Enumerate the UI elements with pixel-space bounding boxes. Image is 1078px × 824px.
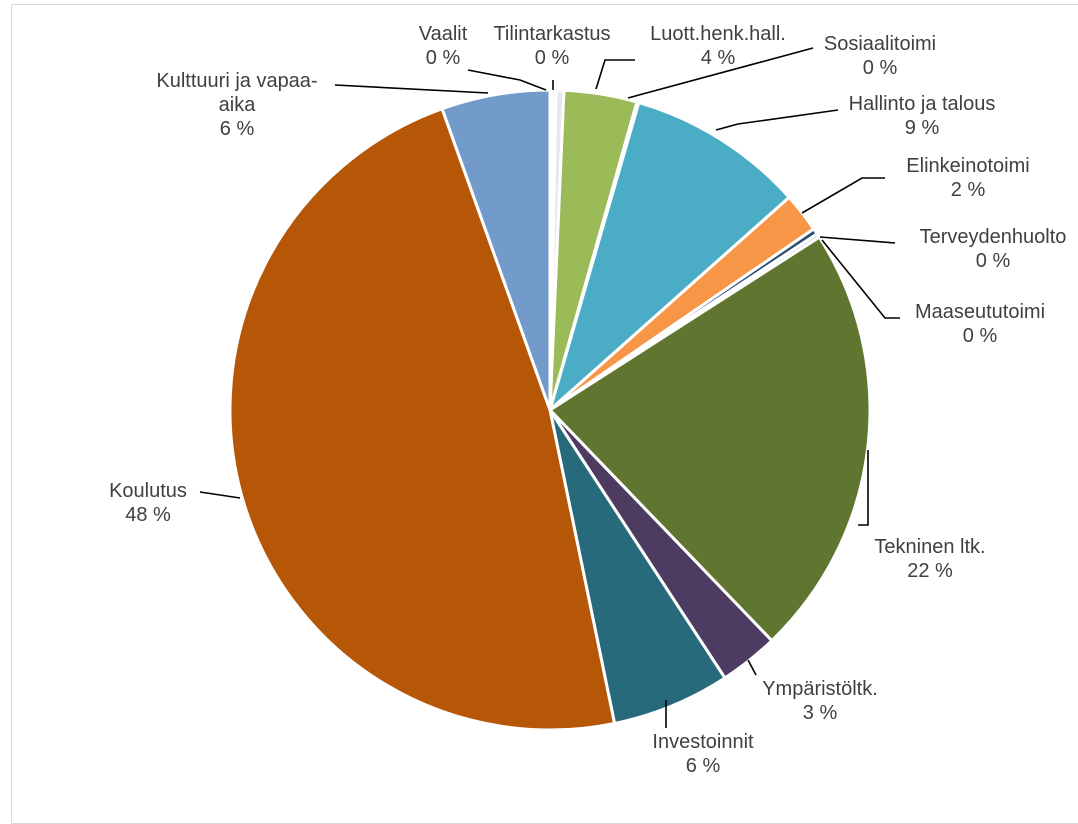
data-label-percent: 0 % [426,47,461,69]
data-label: Terveydenhuolto 0 % [920,226,1067,272]
data-label-percent: 6 % [686,755,721,777]
leader-line [467,69,547,91]
data-label-name: Ympäristöltk. [762,678,878,700]
data-label: Tilintarkastus 0 % [493,23,610,69]
data-label: Kulttuuri ja vapaa-aika 6 % [156,70,317,140]
data-label: Ympäristöltk. 3 % [762,678,878,724]
pie-chart: Vaalit 0 %Tilintarkastus 0 %Luott.henk.hal… [109,23,1066,777]
data-label-percent: 0 % [963,325,998,347]
data-label-name: Vaalit [419,23,468,45]
data-label-name: Luott.henk.hall. [650,23,786,45]
data-label: Tekninen ltk. 22 % [874,536,985,582]
leader-line [821,239,900,319]
data-label-percent: 48 % [125,504,171,526]
leader-line [747,659,757,676]
data-label-percent: 6 % [220,118,255,140]
pie-slice-tekninen-ltk- [547,235,872,643]
data-label-name: Hallinto ja talous [849,93,996,115]
pie-slice-hallinto-ja-talous [547,100,792,415]
leader-line [595,59,635,90]
data-label-percent: 22 % [907,560,953,582]
data-label-name: aika [219,94,257,116]
data-label: Vaalit 0 % [419,23,468,69]
leader-line [819,236,896,244]
leader-line [858,450,869,526]
leader-line [334,84,489,94]
leader-line [715,109,839,131]
leader-line [627,47,814,99]
data-label: Investoinnit 6 % [652,731,754,777]
data-label: Elinkeinotoimi 2 % [906,155,1029,201]
data-label-name: Maaseututoimi [915,301,1045,323]
leader-line [199,491,241,499]
data-label-percent: 9 % [905,117,940,139]
data-label-name: Tekninen ltk. [874,536,985,558]
data-label-percent: 0 % [535,47,570,69]
leader-lines [199,47,900,728]
data-label-name: Sosiaalitoimi [824,33,936,55]
data-label: Koulutus 48 % [109,480,187,526]
pie-slice-investoinnit [548,409,727,726]
data-label-name: Koulutus [109,480,187,502]
leader-line [801,177,885,214]
pie-slices [228,88,872,732]
data-label: Maaseututoimi 0 % [915,301,1045,347]
pie-slice-kulttuuri-ja-vapaa-aika [440,88,552,411]
data-label: Sosiaalitoimi 0 % [824,33,936,79]
data-label-name: Tilintarkastus [493,23,610,45]
data-label-name: Elinkeinotoimi [906,155,1029,177]
data-label: Luott.henk.hall. 4 % [650,23,786,69]
data-label-name: Investoinnit [652,731,754,753]
data-label-percent: 4 % [701,47,736,69]
data-label-percent: 0 % [863,57,898,79]
data-label-percent: 3 % [803,702,838,724]
pie-slice-koulutus [228,106,617,732]
data-label-percent: 0 % [976,250,1011,272]
data-label-percent: 2 % [951,179,986,201]
data-label: Hallinto ja talous 9 % [849,93,996,139]
data-label-name: Kulttuuri ja vapaa- [156,70,317,92]
slice-labels: Vaalit 0 %Tilintarkastus 0 %Luott.henk.hal… [109,23,1066,777]
data-label-name: Terveydenhuolto [920,226,1067,248]
